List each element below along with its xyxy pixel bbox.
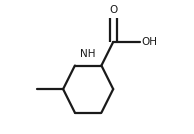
Text: OH: OH [141,37,157,47]
Text: O: O [109,5,117,15]
Text: NH: NH [80,49,96,59]
